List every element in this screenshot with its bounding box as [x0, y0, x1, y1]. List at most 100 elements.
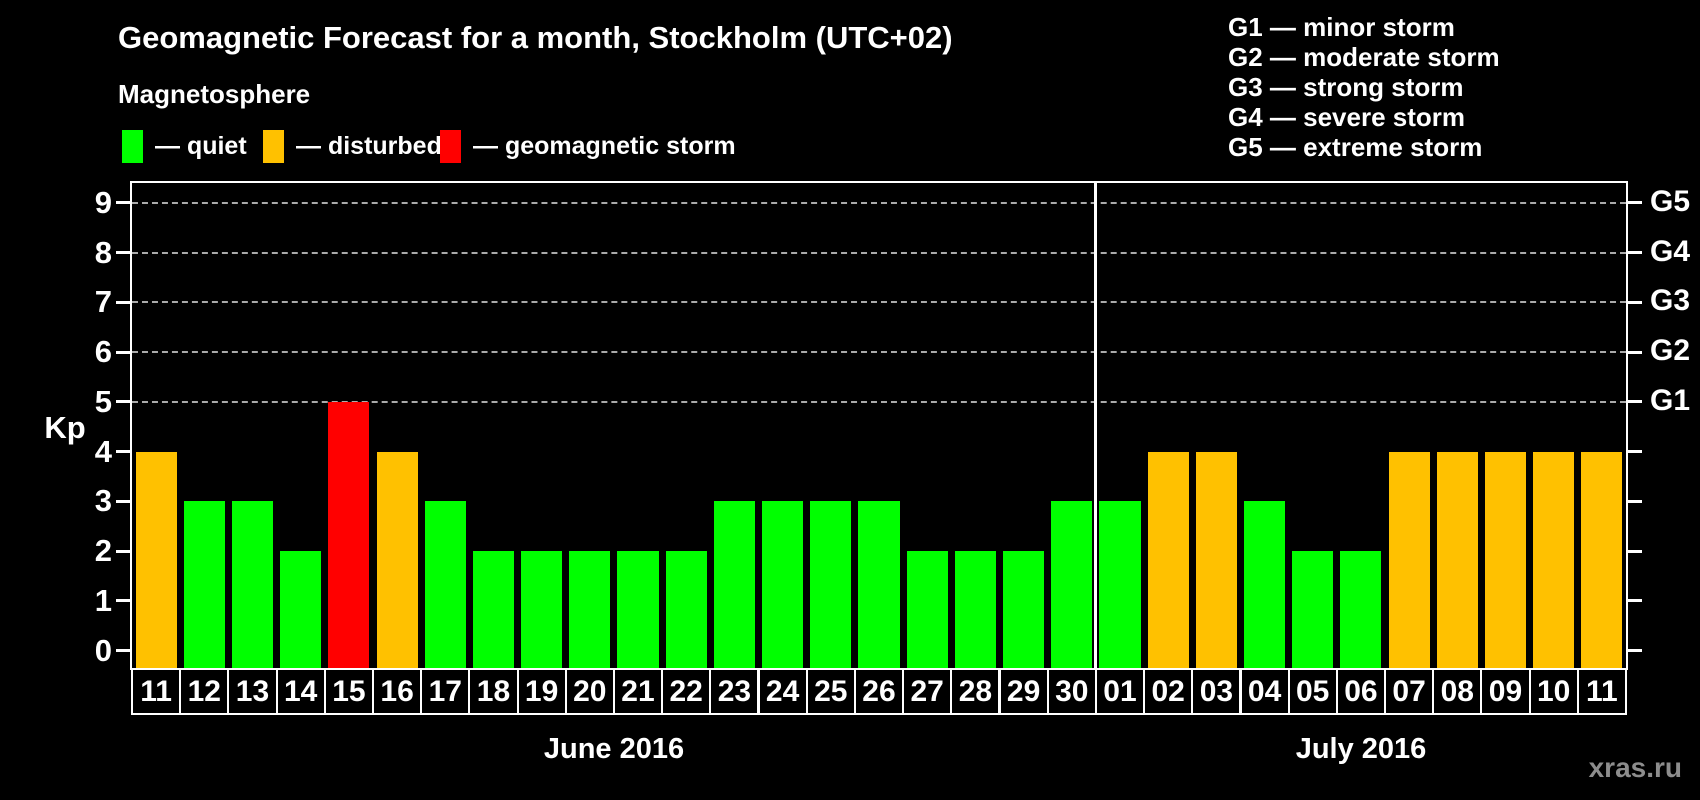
y-axis-tick [116, 400, 130, 404]
day-label: 02 [1143, 668, 1194, 715]
kp-bar [280, 551, 322, 668]
day-label: 06 [1335, 668, 1386, 715]
kp-bar [1099, 501, 1141, 668]
legend-heading: Magnetosphere [118, 79, 311, 109]
day-label: 10 [1528, 668, 1579, 715]
kp-bar [521, 551, 563, 668]
kp-bar [135, 451, 177, 668]
gridline-kp-8 [132, 251, 1626, 254]
kp-bar [1195, 451, 1237, 668]
day-label: 26 [853, 668, 905, 715]
y-tick-label: 5 [94, 383, 112, 419]
day-label: 21 [612, 668, 664, 715]
kp-bar [1340, 551, 1382, 668]
right-axis-label-g3: G3 [1650, 284, 1691, 318]
kp-bar [1533, 451, 1575, 668]
day-label: 15 [323, 668, 374, 715]
kp-bar [858, 501, 900, 668]
kp-bar [376, 451, 418, 668]
gridline-kp-7 [132, 301, 1626, 304]
right-axis-label-g4: G4 [1650, 234, 1691, 268]
legend-item-label: — disturbed [296, 132, 442, 160]
day-label: 09 [1480, 668, 1531, 715]
watermark: xras.ru [1588, 752, 1682, 783]
day-label: 19 [516, 668, 567, 715]
legend-item-disturbed: — disturbed [263, 130, 442, 163]
right-axis-label-g2: G2 [1650, 334, 1691, 368]
y-tick-label: 7 [94, 284, 112, 320]
y-axis-tick [116, 499, 130, 503]
right-axis-tick [1628, 350, 1642, 354]
y-axis-tick [116, 649, 130, 653]
day-label: 24 [757, 668, 808, 715]
kp-bar [617, 551, 659, 668]
chart-title: Geomagnetic Forecast for a month, Stockh… [118, 20, 953, 55]
month-separator [1094, 183, 1098, 668]
day-label: 01 [1094, 668, 1146, 715]
kp-bar [954, 551, 996, 668]
y-tick-label: 2 [94, 533, 112, 569]
day-label: 12 [179, 668, 230, 715]
right-axis-tick [1628, 599, 1642, 603]
kp-bar [762, 501, 804, 668]
y-tick-label: 0 [94, 632, 112, 668]
y-tick-label: 3 [94, 483, 112, 519]
day-label: 03 [1191, 668, 1242, 715]
kp-bar [1292, 551, 1334, 668]
y-axis-tick [116, 201, 130, 205]
kp-bar [1003, 551, 1045, 668]
right-axis-tick [1628, 300, 1642, 304]
day-label: 28 [950, 668, 1001, 715]
g-legend-line-5: G5 — extreme storm [1228, 132, 1483, 162]
day-label: 14 [275, 668, 326, 715]
right-axis-tick [1628, 201, 1642, 205]
right-axis-tick [1628, 549, 1642, 553]
storm-swatch-icon [440, 130, 461, 163]
day-label: 13 [227, 668, 278, 715]
kp-bar [424, 501, 466, 668]
kp-bar [906, 551, 948, 668]
plot-area: 0 1 2 3 4 5 6 7 8 9 G1 G2 G3 G4 G5 11 12 13 14 15 16 17 18 19 20… [95, 181, 1690, 715]
g-legend-line-1: G1 — minor storm [1228, 12, 1455, 42]
y-tick-label: 1 [94, 582, 112, 618]
day-label: 05 [1287, 668, 1338, 715]
kp-bar [1051, 501, 1093, 668]
kp-bar [1147, 451, 1189, 668]
condition-legend: — quiet — disturbed — geomagnetic storm [122, 130, 902, 166]
y-axis-tick [116, 549, 130, 553]
kp-bar [810, 501, 852, 668]
y-axis-tick [116, 350, 130, 354]
month-label-july: July 2016 [1295, 733, 1427, 765]
quiet-swatch-icon [122, 130, 143, 163]
day-label: 18 [468, 668, 519, 715]
legend-item-label: — quiet [155, 132, 247, 160]
kp-bar [569, 551, 611, 668]
kp-bar [472, 551, 515, 668]
legend-item-label: — geomagnetic storm [473, 132, 736, 160]
day-label: 25 [805, 668, 856, 715]
kp-bar [1484, 451, 1527, 668]
right-axis-tick [1628, 251, 1642, 255]
y-axis-tick [116, 300, 130, 304]
day-label: 23 [709, 668, 760, 715]
day-label: 11 [1576, 668, 1627, 715]
kp-bar [183, 501, 225, 668]
month-label-june: June 2016 [543, 733, 685, 765]
day-label: 27 [902, 668, 953, 715]
day-label: 17 [420, 668, 471, 715]
right-axis-label-g1: G1 [1650, 383, 1691, 417]
kp-bar [1436, 451, 1478, 668]
g-legend-line-3: G3 — strong storm [1228, 72, 1464, 102]
right-axis-tick [1628, 400, 1642, 404]
right-axis-tick [1628, 499, 1642, 503]
y-tick-label: 4 [94, 433, 112, 469]
kp-bar [1244, 501, 1286, 668]
g-legend-line-2: G2 — moderate storm [1228, 42, 1500, 72]
right-axis-label-g5: G5 [1650, 184, 1691, 218]
kp-bar [328, 401, 370, 668]
gridline-kp-9 [132, 201, 1626, 204]
legend-item-storm: — geomagnetic storm [440, 130, 736, 163]
y-tick-label: 6 [94, 334, 112, 370]
day-label: 11 [131, 668, 182, 715]
